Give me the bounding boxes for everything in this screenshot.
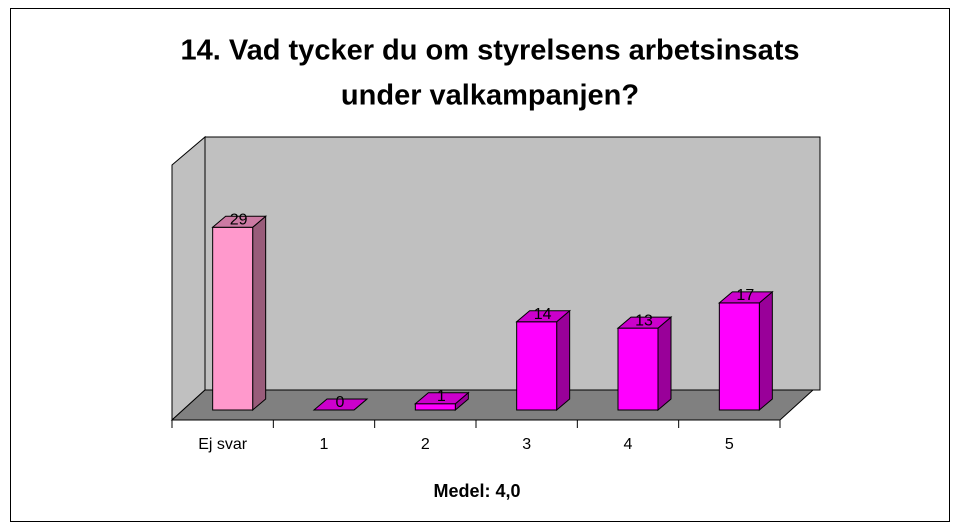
bar-side xyxy=(556,309,571,412)
x-tick-label: 1 xyxy=(320,436,329,453)
side-wall xyxy=(171,135,206,422)
back-wall xyxy=(204,136,821,391)
bar xyxy=(516,321,558,411)
chart-title: under valkampanjen? xyxy=(341,80,639,112)
bar xyxy=(718,302,760,411)
value-label: 13 xyxy=(635,312,653,329)
value-label: 0 xyxy=(336,394,345,411)
x-tick-label: 3 xyxy=(522,436,531,453)
x-tick-label: 4 xyxy=(624,436,633,453)
x-tick-label: Ej svar xyxy=(198,436,248,453)
bar-top xyxy=(515,310,572,323)
chart-title: 14. Vad tycker du om styrelsens arbetsin… xyxy=(181,35,800,67)
value-label: 14 xyxy=(534,306,552,323)
bar-side xyxy=(758,290,773,412)
bar-side xyxy=(252,215,267,412)
bar-top xyxy=(717,291,774,304)
bar-top xyxy=(211,215,268,228)
bar-top xyxy=(413,392,470,405)
bar-top xyxy=(616,316,673,329)
x-tick-label: 2 xyxy=(421,436,430,453)
bar xyxy=(617,327,659,411)
bar xyxy=(414,403,456,411)
value-label: 1 xyxy=(437,388,446,405)
bar-side xyxy=(657,316,672,412)
bar-top xyxy=(312,398,369,411)
value-label: 29 xyxy=(230,212,248,229)
x-tick-label: 5 xyxy=(725,436,734,453)
bar xyxy=(212,226,254,411)
x-axis-label: Medel: 4,0 xyxy=(433,481,520,501)
floor xyxy=(170,389,815,421)
value-label: 17 xyxy=(736,287,754,304)
